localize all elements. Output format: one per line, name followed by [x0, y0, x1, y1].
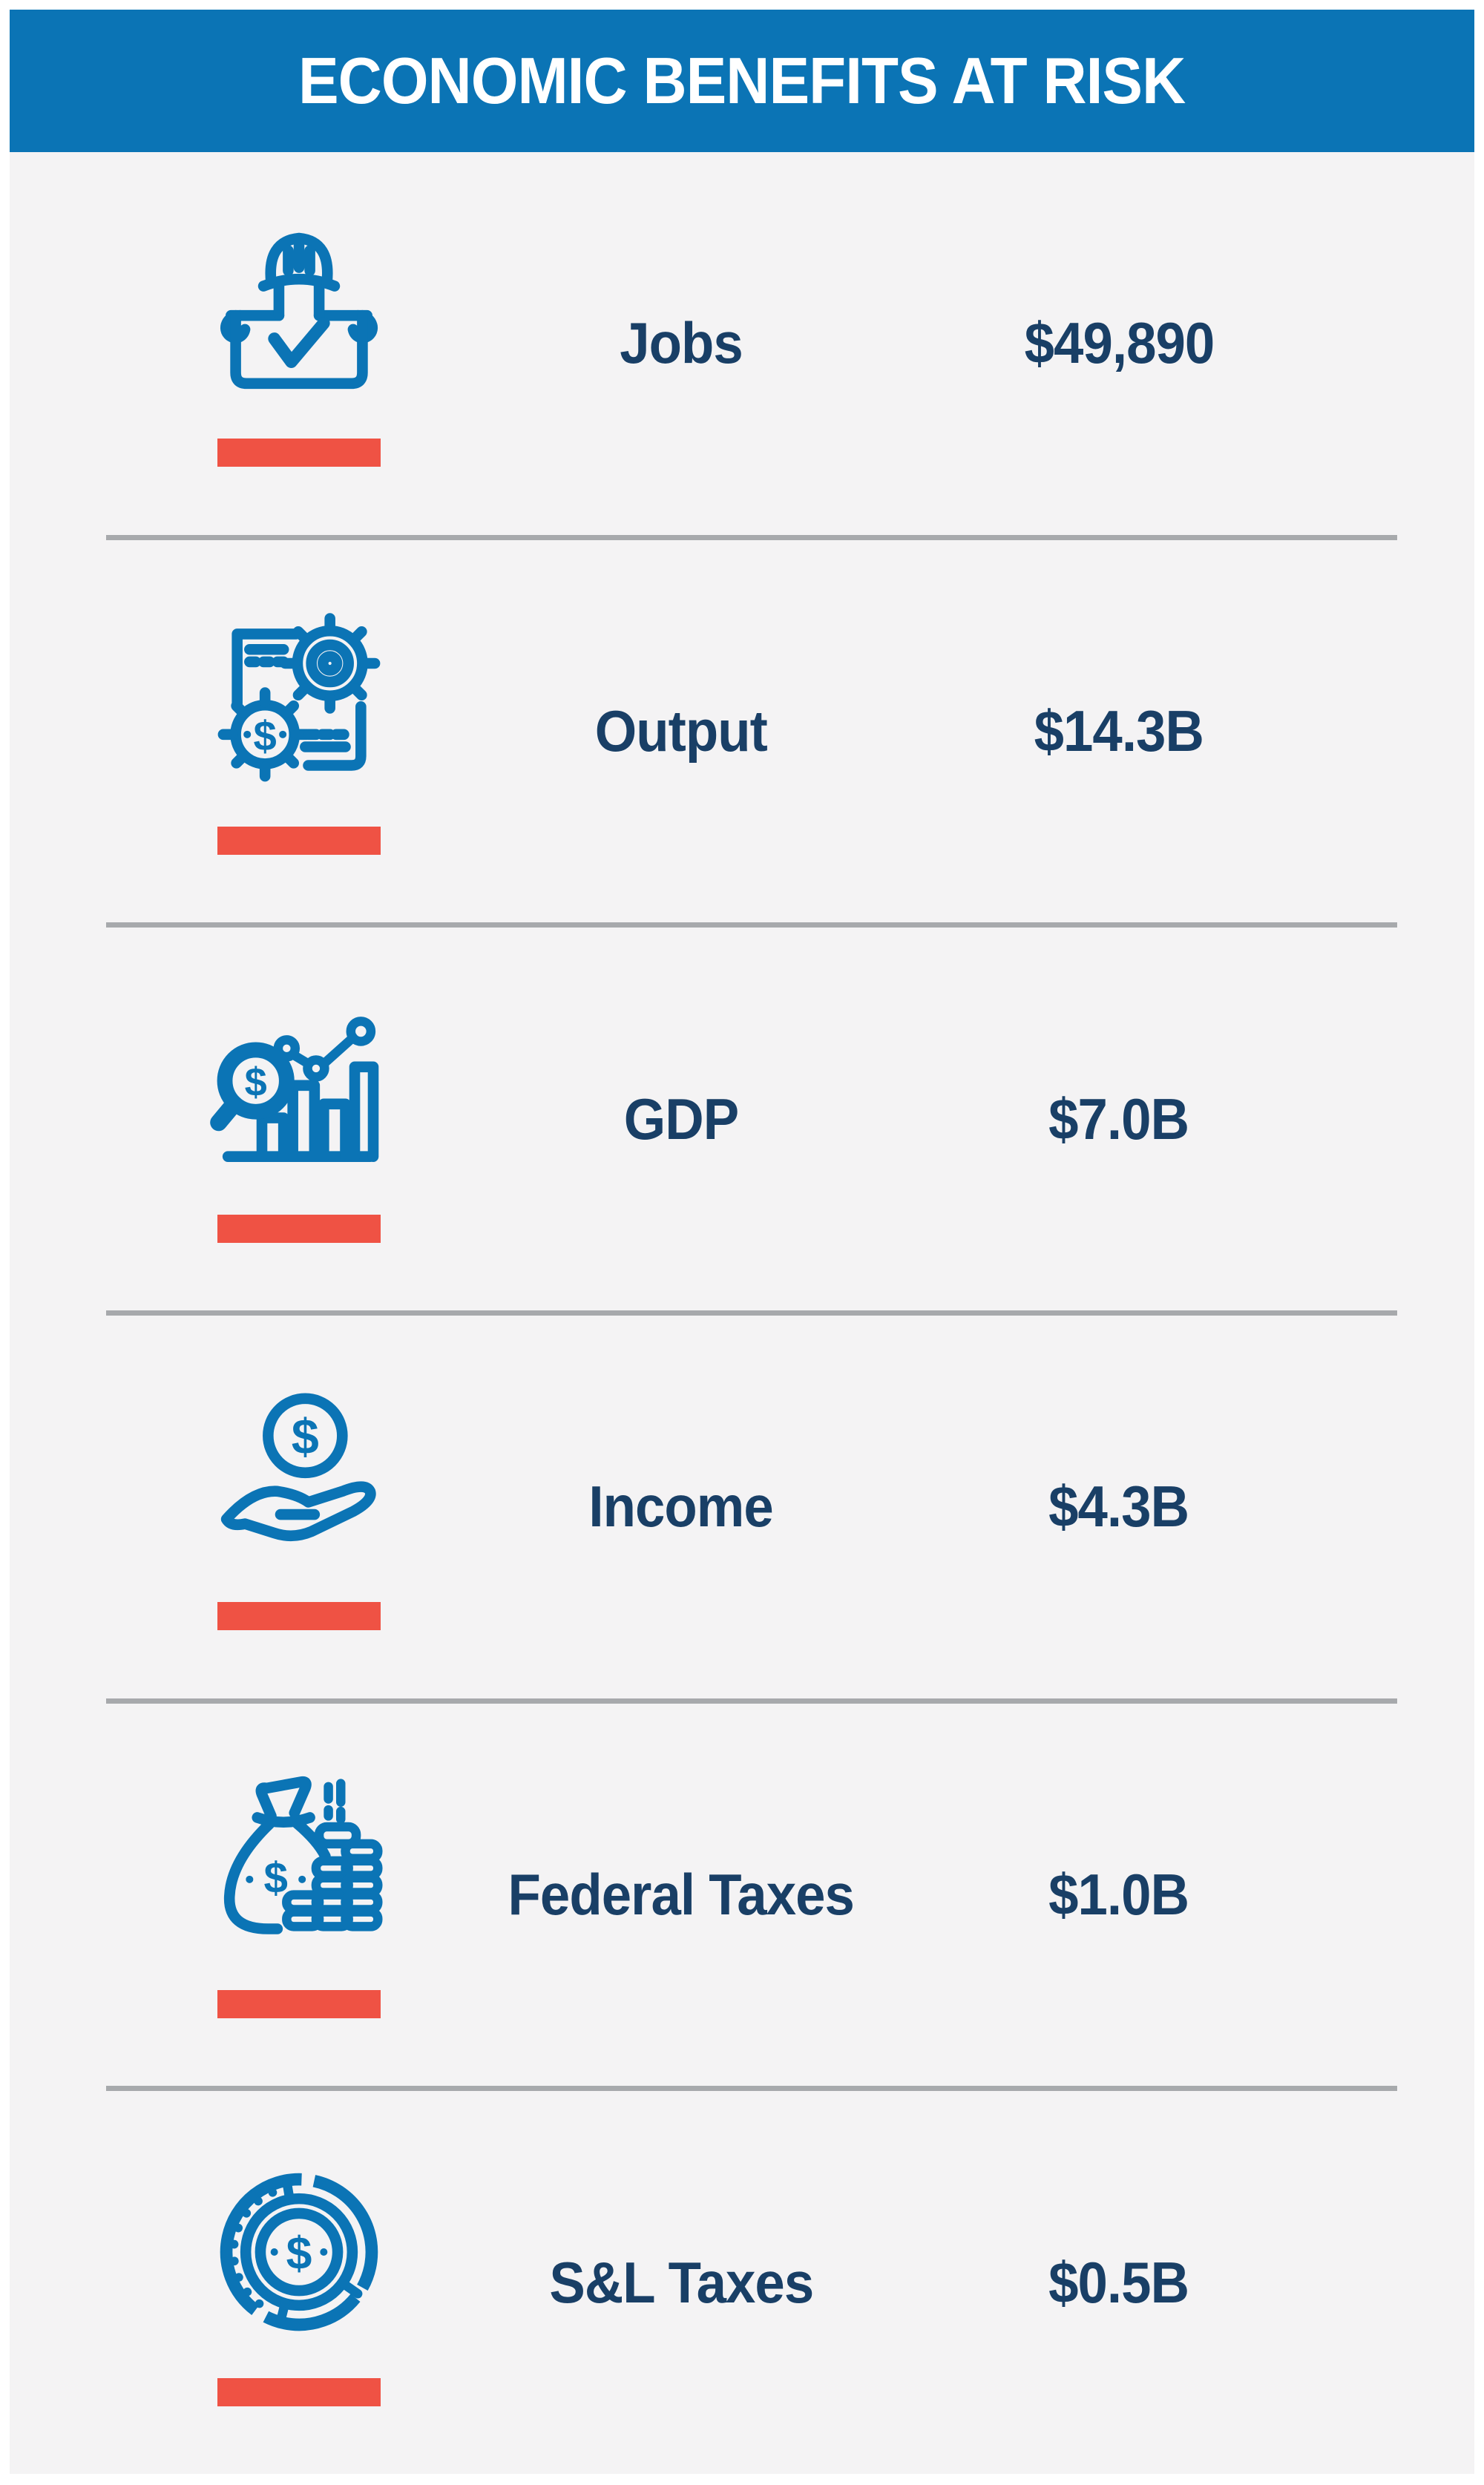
icon-block — [132, 220, 466, 467]
svg-text:$: $ — [264, 1854, 288, 1902]
benefit-row-gdp: $ GDP $7.0B — [10, 928, 1474, 1310]
gears-output-icon: $ — [217, 613, 381, 782]
icon-block: $ — [132, 608, 466, 855]
red-accent-bar — [217, 2377, 381, 2406]
benefit-value: $7.0B — [1048, 1086, 1190, 1152]
svg-text:$: $ — [245, 1060, 267, 1104]
benefit-row-sl-taxes: $ S&L Taxes $0.5B — [10, 2091, 1474, 2474]
hard-hat-box-icon — [220, 233, 378, 390]
red-accent-bar — [217, 1602, 381, 1631]
benefit-value: $14.3B — [1034, 698, 1204, 764]
money-bag-coins-icon: $ — [223, 1776, 383, 1934]
benefit-value: $0.5B — [1048, 2249, 1190, 2315]
rows-container: Jobs $49,890 — [10, 152, 1474, 2474]
hand-coin-icon: $ — [220, 1393, 376, 1542]
benefit-label: Federal Taxes — [508, 1862, 855, 1928]
red-accent-bar — [217, 1214, 381, 1243]
benefit-value: $49,890 — [1024, 310, 1215, 376]
svg-text:$: $ — [286, 2228, 312, 2279]
icon-block: $ — [132, 2159, 466, 2406]
red-accent-bar — [217, 439, 381, 467]
row-divider — [106, 2086, 1397, 2092]
benefit-row-jobs: Jobs $49,890 — [10, 152, 1474, 535]
row-divider — [106, 1310, 1397, 1316]
page-title: ECONOMIC BENEFITS AT RISK — [298, 44, 1186, 117]
row-divider — [106, 534, 1397, 540]
benefit-value: $4.3B — [1048, 1474, 1190, 1540]
red-accent-bar — [217, 1990, 381, 2019]
content-frame: ECONOMIC BENEFITS AT RISK — [10, 10, 1474, 2474]
red-accent-bar — [217, 827, 381, 855]
benefit-label: Income — [588, 1474, 774, 1540]
benefit-label: Jobs — [620, 310, 743, 376]
svg-text:$: $ — [254, 712, 277, 759]
benefit-value: $1.0B — [1048, 1862, 1190, 1928]
benefit-row-output: $ Output $14.3B — [10, 540, 1474, 923]
row-divider — [106, 1698, 1397, 1704]
row-divider — [106, 922, 1397, 928]
donut-dollar-icon: $ — [220, 2173, 378, 2331]
benefit-label: Output — [594, 698, 768, 764]
icon-block: $ — [132, 996, 466, 1243]
benefit-label: GDP — [623, 1086, 739, 1152]
benefit-label: S&L Taxes — [549, 2249, 814, 2315]
magnifier-chart-icon: $ — [210, 1016, 379, 1162]
icon-block: $ — [132, 1383, 466, 1631]
benefit-row-income: $ Income $4.3B — [10, 1316, 1474, 1698]
benefit-row-federal-taxes: $ — [10, 1704, 1474, 2087]
svg-text:$: $ — [292, 1410, 319, 1465]
header-band: ECONOMIC BENEFITS AT RISK — [10, 10, 1474, 152]
icon-block: $ — [132, 1771, 466, 2019]
